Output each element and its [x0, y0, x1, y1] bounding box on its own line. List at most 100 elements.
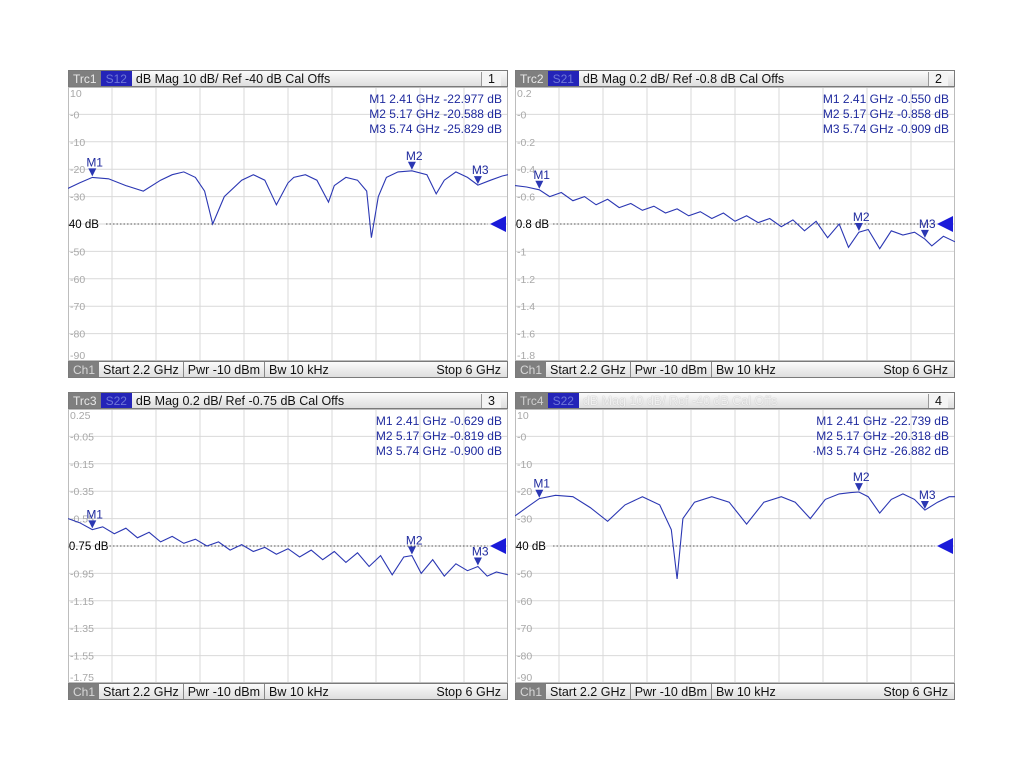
channel-footer[interactable]: Ch1 Start 2.2 GHz Pwr -10 dBm Bw 10 kHz Stop… — [68, 683, 508, 700]
start-frequency[interactable]: Start 2.2 GHz — [550, 362, 626, 377]
marker-triangle-icon[interactable] — [535, 180, 544, 189]
marker-label: M1 — [533, 168, 550, 182]
y-tick-label: -1.8 — [517, 350, 535, 361]
channel-name[interactable]: Ch1 — [516, 684, 547, 699]
marker-label: M2 — [406, 533, 423, 547]
y-tick-label: -80 — [517, 651, 532, 663]
measurement-parameter[interactable]: S22 — [100, 393, 132, 408]
start-frequency[interactable]: Start 2.2 GHz — [103, 362, 179, 377]
marker-info-row: M2 5.17 GHz -0.819 dB — [376, 429, 502, 443]
separator — [711, 684, 712, 699]
bandwidth-setting[interactable]: Bw 10 kHz — [716, 684, 776, 699]
measurement-parameter[interactable]: S22 — [547, 393, 579, 408]
trace-plot[interactable]: 10 -0 -10 -20 -30 -40 dB -50 -60 -70 -80 -90 M1 2.4… — [515, 409, 955, 683]
start-frequency[interactable]: Start 2.2 GHz — [550, 684, 626, 699]
reference-arrow-icon[interactable] — [937, 538, 953, 554]
marker-triangle-icon[interactable] — [535, 489, 544, 498]
reference-value-label: -0.8 dB — [515, 219, 549, 231]
y-tick-label: -0 — [70, 109, 79, 121]
y-tick-label: -10 — [70, 137, 85, 149]
power-setting[interactable]: Pwr -10 dBm — [634, 684, 707, 699]
format-scale-label[interactable]: dB Mag 10 dB/ Ref -40 dB Cal Offs — [582, 393, 778, 408]
marker-label: M1 — [86, 507, 103, 521]
measurement-parameter[interactable]: S12 — [100, 71, 132, 86]
marker-triangle-icon[interactable] — [920, 229, 929, 238]
stop-frequency[interactable]: Stop 6 GHz — [436, 684, 501, 699]
marker-triangle-icon[interactable] — [407, 161, 416, 170]
marker-triangle-icon[interactable] — [854, 222, 863, 231]
stop-frequency[interactable]: Stop 6 GHz — [883, 684, 948, 699]
y-tick-label: -0 — [517, 431, 526, 443]
marker-label: M2 — [853, 470, 870, 484]
measurement-parameter[interactable]: S21 — [547, 71, 579, 86]
start-frequency[interactable]: Start 2.2 GHz — [103, 684, 179, 699]
stop-frequency[interactable]: Stop 6 GHz — [436, 362, 501, 377]
y-tick-label: -80 — [70, 329, 85, 341]
marker-label: M1 — [533, 477, 550, 491]
trace-name[interactable]: Trc2 — [516, 71, 548, 86]
marker-info-row: M3 5.74 GHz -0.909 dB — [823, 122, 949, 136]
marker-triangle-icon[interactable] — [88, 520, 97, 529]
format-scale-label[interactable]: dB Mag 10 dB/ Ref -40 dB Cal Offs — [135, 71, 331, 86]
channel-name[interactable]: Ch1 — [69, 684, 100, 699]
y-tick-label: -0.55 — [70, 514, 94, 526]
marker-triangle-icon[interactable] — [473, 557, 482, 566]
separator — [711, 362, 712, 377]
bandwidth-setting[interactable]: Bw 10 kHz — [269, 362, 329, 377]
trace-header[interactable]: Trc3 S22 dB Mag 0.2 dB/ Ref -0.75 dB Cal O… — [68, 392, 508, 409]
y-tick-label: -1.75 — [70, 672, 94, 683]
trace-name[interactable]: Trc3 — [69, 393, 101, 408]
reference-arrow-icon[interactable] — [490, 538, 506, 554]
diagram-number[interactable]: 3 — [481, 393, 501, 408]
reference-value-label: -40 dB — [68, 219, 99, 231]
y-tick-label: -1.2 — [517, 274, 535, 286]
y-tick-label: -20 — [517, 486, 532, 498]
channel-footer[interactable]: Ch1 Start 2.2 GHz Pwr -10 dBm Bw 10 kHz Stop… — [68, 361, 508, 378]
reference-arrow-icon[interactable] — [490, 216, 506, 232]
trace-name[interactable]: Trc4 — [516, 393, 548, 408]
bandwidth-setting[interactable]: Bw 10 kHz — [716, 362, 776, 377]
channel-name[interactable]: Ch1 — [69, 362, 100, 377]
marker-triangle-icon[interactable] — [88, 168, 97, 177]
channel-name[interactable]: Ch1 — [516, 362, 547, 377]
reference-arrow-icon[interactable] — [937, 216, 953, 232]
marker-label: M3 — [919, 488, 936, 502]
y-tick-label: 0.2 — [517, 88, 532, 100]
y-tick-label: -50 — [70, 246, 85, 258]
marker-triangle-icon[interactable] — [473, 176, 482, 185]
power-setting[interactable]: Pwr -10 dBm — [634, 362, 707, 377]
diagram-number[interactable]: 4 — [928, 393, 948, 408]
format-scale-label[interactable]: dB Mag 0.2 dB/ Ref -0.8 dB Cal Offs — [582, 71, 785, 86]
y-tick-label: 10 — [517, 410, 529, 422]
power-setting[interactable]: Pwr -10 dBm — [187, 362, 260, 377]
trace-plot[interactable]: 10 -0 -10 -20 -30 -40 dB -50 -60 -70 -80 -90 M1 2.4… — [68, 87, 508, 361]
plot-border — [515, 409, 955, 683]
y-tick-label: -0.4 — [517, 164, 535, 176]
y-tick-label: -0 — [517, 109, 526, 121]
power-setting[interactable]: Pwr -10 dBm — [187, 684, 260, 699]
trace-header[interactable]: Trc2 S21 dB Mag 0.2 dB/ Ref -0.8 dB Cal Of… — [515, 70, 955, 87]
y-tick-label: 10 — [70, 88, 82, 100]
trace-name[interactable]: Trc1 — [69, 71, 101, 86]
trace-plot[interactable]: 0.2 -0 -0.2 -0.4 -0.6 -0.8 dB -1 -1.2 -1.4 -1.6 -1… — [515, 87, 955, 361]
marker-triangle-icon[interactable] — [920, 501, 929, 510]
y-tick-label: -1.15 — [70, 596, 94, 608]
format-scale-label[interactable]: dB Mag 0.2 dB/ Ref -0.75 dB Cal Offs — [135, 393, 345, 408]
stop-frequency[interactable]: Stop 6 GHz — [883, 362, 948, 377]
marker-triangle-icon[interactable] — [854, 483, 863, 492]
trace-line — [515, 491, 955, 579]
trace-header[interactable]: Trc1 S12 dB Mag 10 dB/ Ref -40 dB Cal Offs… — [68, 70, 508, 87]
marker-triangle-icon[interactable] — [407, 546, 416, 555]
y-tick-label: -60 — [517, 596, 532, 608]
plot-border — [68, 409, 508, 683]
diagram-number[interactable]: 1 — [481, 71, 501, 86]
diagram-number[interactable]: 2 — [928, 71, 948, 86]
y-tick-label: -70 — [70, 301, 85, 313]
plot-border — [515, 87, 955, 361]
channel-footer[interactable]: Ch1 Start 2.2 GHz Pwr -10 dBm Bw 10 kHz Stop… — [515, 361, 955, 378]
bandwidth-setting[interactable]: Bw 10 kHz — [269, 684, 329, 699]
trace-header[interactable]: Trc4 S22 dB Mag 10 dB/ Ref -40 dB Cal Offs… — [515, 392, 955, 409]
trace-plot[interactable]: 0.25 -0.05 -0.15 -0.35 -0.55 -0.75 dB -0.95 -1.… — [68, 409, 508, 683]
channel-footer[interactable]: Ch1 Start 2.2 GHz Pwr -10 dBm Bw 10 kHz Stop… — [515, 683, 955, 700]
marker-label: M1 — [86, 155, 103, 169]
